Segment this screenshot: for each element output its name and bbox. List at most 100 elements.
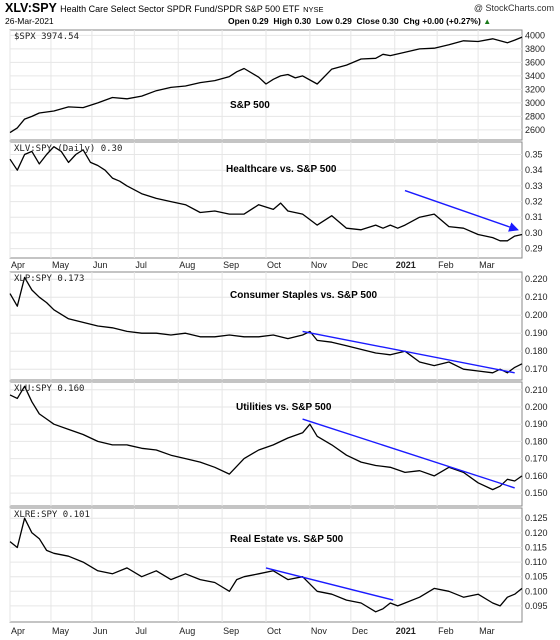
legend-label: XLP:SPY 0.173 xyxy=(14,274,84,284)
month-label: Apr xyxy=(11,626,25,636)
panel-annotation: Utilities vs. S&P 500 xyxy=(236,402,332,413)
y-tick-label: 2800 xyxy=(525,111,545,121)
chart-title: XLV:SPY Health Care Select Sector SPDR F… xyxy=(5,1,324,15)
legend-label: XLRE:SPY 0.101 xyxy=(14,510,90,520)
y-tick-label: 0.190 xyxy=(525,419,548,429)
series-line xyxy=(9,36,523,134)
x-axis-labels: Apr May Jun Jul Aug Sep Oct Nov Dec 2021 Feb Mar xyxy=(11,626,495,636)
y-tick-label: 0.180 xyxy=(525,346,548,356)
y-tick-label: 0.210 xyxy=(525,385,548,395)
y-tick-label: 0.34 xyxy=(525,165,543,175)
month-label: Jul xyxy=(135,260,147,270)
panel-annotation: S&P 500 xyxy=(230,100,270,111)
y-tick-label: 0.200 xyxy=(525,402,548,412)
y-tick-label: 0.100 xyxy=(525,586,548,596)
trendline xyxy=(404,189,519,232)
y-tick-label: 0.200 xyxy=(525,310,548,320)
trendline xyxy=(302,418,515,489)
month-label: Aug xyxy=(179,626,195,636)
month-label: Jun xyxy=(93,626,108,636)
month-label: Oct xyxy=(267,260,282,270)
y-tick-label: 0.220 xyxy=(525,274,548,284)
panel-2: 0.29 0.30 0.31 0.32 0.33 0.34 0.35 XLV:SPY (Dai… xyxy=(9,141,543,259)
symbol-label: XLV:SPY xyxy=(5,1,57,15)
y-tick-label: 0.170 xyxy=(525,364,548,374)
quote-high: High 0.30 xyxy=(273,16,312,26)
panel-annotation: Consumer Staples vs. S&P 500 xyxy=(230,290,378,301)
y-tick-label: 0.115 xyxy=(525,542,547,552)
exchange-label: NYSE xyxy=(303,5,324,14)
x-axis-labels: Apr May Jun Jul Aug Sep Oct Nov Dec 2021 Feb Mar xyxy=(11,260,495,270)
y-tick-label: 0.31 xyxy=(525,212,543,222)
panel-annotation: Real Estate vs. S&P 500 xyxy=(230,534,344,545)
month-label: Jul xyxy=(135,626,147,636)
month-label: Oct xyxy=(267,626,282,636)
y-tick-label: 0.170 xyxy=(525,454,548,464)
month-label: Dec xyxy=(352,626,369,636)
month-label: 2021 xyxy=(396,626,416,636)
trendline xyxy=(265,567,394,601)
y-tick-label: 4000 xyxy=(525,30,545,40)
y-tick-label: 3200 xyxy=(525,84,545,94)
quote-close: Close 0.30 xyxy=(356,16,399,26)
y-tick-label: 0.120 xyxy=(525,528,548,538)
quote-date: 26-Mar-2021 xyxy=(5,16,54,26)
month-label: 2021 xyxy=(396,260,416,270)
quote-change: Chg +0.00 (+0.27%) xyxy=(403,16,481,26)
y-tick-label: 3800 xyxy=(525,44,545,54)
series-line xyxy=(9,146,523,242)
panel-5: 0.095 0.100 0.105 0.110 0.115 0.120 0.125 XLRE:… xyxy=(9,507,548,623)
y-tick-label: 0.125 xyxy=(525,513,548,523)
y-tick-label: 2600 xyxy=(525,125,545,135)
chart-header: XLV:SPY Health Care Select Sector SPDR F… xyxy=(0,0,560,30)
quote-open: Open 0.29 xyxy=(228,16,269,26)
month-label: Aug xyxy=(179,260,195,270)
symbol-description: Health Care Select Sector SPDR Fund/SPDR… xyxy=(60,4,300,14)
panel-1: 2600 2800 3000 3200 3400 3600 3800 4000 $SPX 397… xyxy=(9,29,545,141)
quote-low: Low 0.29 xyxy=(315,16,352,26)
y-tick-label: 0.150 xyxy=(525,488,548,498)
up-arrow-icon: ▲ xyxy=(483,17,492,26)
y-tick-label: 3000 xyxy=(525,98,545,108)
month-label: Nov xyxy=(311,260,328,270)
panel-3: 0.170 0.180 0.190 0.200 0.210 0.220 XLP:SPY 0.… xyxy=(9,271,548,381)
month-label: Feb xyxy=(438,626,454,636)
month-label: Sep xyxy=(223,626,239,636)
stockcharts-credit: @ StockCharts.com xyxy=(473,3,554,13)
series-line xyxy=(9,385,523,491)
series-line xyxy=(9,517,523,613)
series-line xyxy=(9,276,523,374)
panel-4: 0.150 0.160 0.170 0.180 0.190 0.200 0.210 XLU:S… xyxy=(9,381,548,507)
month-label: Dec xyxy=(352,260,369,270)
y-tick-label: 0.210 xyxy=(525,292,548,302)
y-tick-label: 0.32 xyxy=(525,197,543,207)
month-label: Feb xyxy=(438,260,454,270)
y-tick-label: 0.110 xyxy=(525,557,547,567)
y-tick-label: 0.35 xyxy=(525,150,543,160)
legend-label: XLV:SPY (Daily) 0.30 xyxy=(14,144,122,154)
month-label: Nov xyxy=(311,626,328,636)
month-label: May xyxy=(52,260,70,270)
y-tick-label: 0.30 xyxy=(525,228,543,238)
quote-summary: Open 0.29 High 0.30 Low 0.29 Close 0.30 … xyxy=(228,16,491,26)
y-tick-label: 0.095 xyxy=(525,601,548,611)
y-tick-label: 0.29 xyxy=(525,244,543,254)
y-tick-label: 0.105 xyxy=(525,572,548,582)
y-tick-label: 0.160 xyxy=(525,471,548,481)
panel-annotation: Healthcare vs. S&P 500 xyxy=(226,164,337,175)
trendline xyxy=(302,330,515,374)
month-label: Jun xyxy=(93,260,108,270)
y-tick-label: 0.190 xyxy=(525,328,548,338)
month-label: Sep xyxy=(223,260,239,270)
legend-label: $SPX 3974.54 xyxy=(14,32,79,42)
y-tick-label: 0.180 xyxy=(525,436,548,446)
y-tick-label: 0.33 xyxy=(525,181,543,191)
month-label: Apr xyxy=(11,260,25,270)
y-tick-label: 3400 xyxy=(525,71,545,81)
y-tick-label: 3600 xyxy=(525,57,545,67)
legend-label: XLU:SPY 0.160 xyxy=(14,384,84,394)
month-label: Mar xyxy=(479,260,495,270)
month-label: Mar xyxy=(479,626,495,636)
month-label: May xyxy=(52,626,70,636)
